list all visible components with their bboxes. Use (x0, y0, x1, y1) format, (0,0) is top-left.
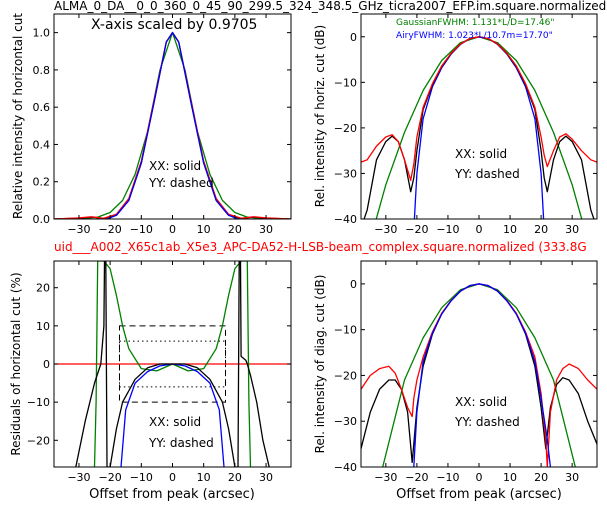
y-tick-label: −40 (334, 461, 357, 474)
plot-area (361, 36, 597, 219)
scale-note: X-axis scaled by 0.9705 (91, 17, 257, 33)
x-tick-label: 20 (228, 471, 242, 484)
plot-area (54, 261, 291, 467)
x-tick-label: −20 (405, 223, 428, 236)
series-line-2 (54, 31, 291, 219)
figure-title: ALMA_0_DA__0_0_360_0_45_90_299.5_324_348… (54, 0, 606, 13)
y-tick-label: −20 (334, 369, 357, 382)
y-tick-label: −30 (334, 415, 357, 428)
x-tick-label: −10 (436, 223, 459, 236)
x-tick-label: −20 (405, 471, 428, 484)
legend-xx-note: XX: solid (149, 159, 201, 173)
series-line-1 (54, 31, 291, 219)
axis-ticks: −30 −20 −10 0 10 20 30 0 −10 −20 −30 −40 (334, 14, 597, 236)
series-line-3 (361, 36, 597, 181)
x-tick-label: −20 (99, 471, 122, 484)
x-tick-label: 0 (169, 471, 176, 484)
y-tick-label: −20 (27, 434, 50, 447)
y-tick-label: −10 (27, 396, 50, 409)
panel-horizontal-cut-db: −30 −20 −10 0 10 20 30 0 −10 −20 −30 −40 GaussianFW… (313, 13, 598, 236)
x-axis-label: Offset from peak (arcsec) (89, 487, 255, 502)
x-tick-label: −30 (374, 471, 397, 484)
series-line-3 (75, 261, 270, 467)
x-tick-label: −30 (67, 471, 90, 484)
legend-xx-note: XX: solid (455, 395, 507, 409)
y-tick-label: −20 (334, 122, 357, 135)
y-tick-label: −40 (334, 213, 357, 226)
series-line-2 (363, 36, 595, 219)
panel-horizontal-cut-linear: −30 −20 −10 0 10 20 30 0.0 0.2 0.4 0.6 0.8 1.0 XX: s… (11, 13, 292, 236)
y-tick-label: 20 (36, 282, 50, 295)
series-line-1 (413, 36, 545, 219)
axis-ticks: −30 −20 −10 0 10 20 30 0 −10 −20 −30 −40 (334, 261, 597, 484)
legend-yy-note: YY: dashed (148, 436, 214, 450)
axes-frame (360, 260, 598, 468)
y-tick-label: −10 (334, 324, 357, 337)
dataset-title: uid___A002_X65c1ab_X5e3_APC-DA52-H-LSB-b… (54, 240, 587, 254)
series-line-3 (106, 31, 239, 219)
legend-yy-note: YY: dashed (454, 415, 520, 429)
x-tick-label: −10 (130, 223, 153, 236)
x-tick-label: 20 (534, 223, 548, 236)
axis-ticks: −30 −20 −10 0 10 20 30 0.0 0.2 0.4 0.6 0.8 1.0 (33, 14, 291, 236)
y-tick-label: −30 (334, 167, 357, 180)
x-tick-label: 10 (197, 223, 211, 236)
legend-xx-note: XX: solid (455, 147, 507, 161)
y-axis-label: Residuals of horizontal cut (%) (9, 272, 23, 455)
y-tick-label: 10 (36, 320, 50, 333)
y-tick-label: 0.6 (33, 101, 51, 114)
series-line-0 (54, 31, 291, 219)
axes-frame (360, 13, 598, 220)
x-tick-label: 30 (565, 471, 579, 484)
y-tick-label: 0.8 (33, 64, 51, 77)
y-axis-label: Rel. intensity of horiz. cut (dB) (313, 25, 327, 207)
y-tick-label: 0.0 (33, 213, 51, 226)
x-tick-label: 20 (228, 223, 242, 236)
y-tick-label: 0 (350, 278, 357, 291)
y-tick-label: 0.4 (33, 138, 51, 151)
axis-ticks: −30 −20 −10 0 10 20 30 20 10 0 −10 −20 (27, 261, 291, 484)
x-tick-label: 10 (503, 471, 517, 484)
legend-gaussian: GaussianFWHM: 1.131*L/D=17.46" (396, 18, 554, 28)
x-tick-label: −30 (374, 223, 397, 236)
y-tick-label: 0 (43, 358, 50, 371)
y-axis-label: Relative intensity of horizontal cut (11, 13, 25, 219)
x-tick-label: 30 (259, 471, 273, 484)
x-tick-label: 10 (503, 223, 517, 236)
plot-area (54, 31, 291, 219)
series-line-2 (361, 283, 597, 467)
y-tick-label: 1.0 (33, 27, 51, 40)
y-tick-label: −10 (334, 76, 357, 89)
x-tick-label: −30 (67, 223, 90, 236)
x-tick-label: 20 (534, 471, 548, 484)
series-line-1 (361, 283, 597, 464)
plot-area (361, 283, 597, 467)
x-tick-label: 10 (197, 471, 211, 484)
x-tick-label: 0 (476, 471, 483, 484)
legend-airy: AiryFWHM: 1.023*L/10.7m=17.70" (396, 31, 553, 41)
panel-diagonal-cut-db: −30 −20 −10 0 10 20 300−10−20−30−40 XX: solid … (313, 260, 598, 502)
x-axis-label: Offset from peak (arcsec) (396, 487, 562, 502)
x-tick-label: −10 (436, 471, 459, 484)
panel-horizontal-residuals: −30 −20 −10 0 10 20 30 20 10 0 −10 −20 XX: solid YY… (9, 260, 292, 502)
x-tick-label: 0 (169, 223, 176, 236)
y-tick-label: 0 (350, 31, 357, 44)
x-tick-label: 30 (565, 223, 579, 236)
x-tick-label: 0 (476, 223, 483, 236)
legend-yy-note: YY: dashed (454, 167, 520, 181)
x-tick-label: −10 (130, 471, 153, 484)
x-tick-label: −20 (99, 223, 122, 236)
legend-yy-note: YY: dashed (148, 176, 214, 190)
series-line-3 (413, 283, 552, 467)
x-tick-label: 30 (259, 223, 273, 236)
y-axis-label: Rel. intensity of diag. cut (dB) (313, 275, 327, 454)
y-tick-label: 0.2 (33, 176, 51, 189)
legend-xx-note: XX: solid (149, 415, 201, 429)
